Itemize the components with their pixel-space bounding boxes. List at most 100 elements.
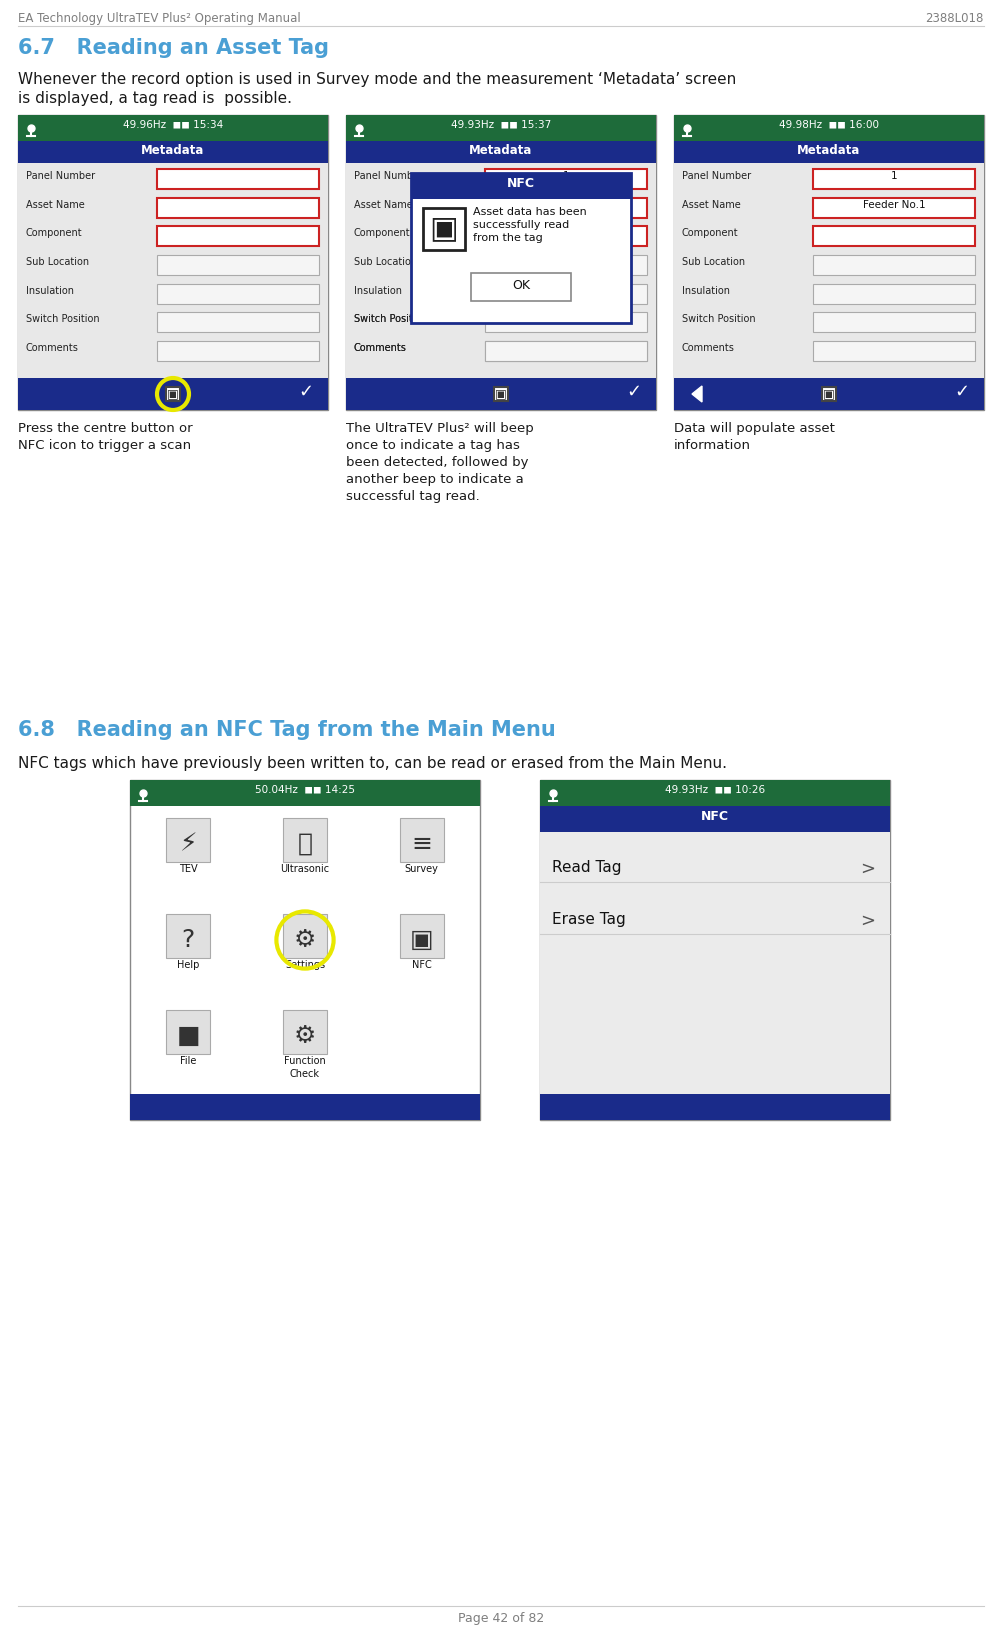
Text: Component: Component bbox=[26, 228, 82, 238]
Text: TEV: TEV bbox=[179, 863, 197, 873]
Bar bbox=[157, 341, 319, 361]
Bar bbox=[400, 818, 444, 862]
Text: ✓: ✓ bbox=[626, 384, 641, 401]
Bar bbox=[471, 273, 571, 300]
Bar bbox=[486, 284, 646, 304]
Text: Insulation: Insulation bbox=[26, 286, 74, 295]
Bar bbox=[18, 163, 328, 379]
Bar bbox=[494, 387, 508, 401]
Bar bbox=[814, 255, 975, 276]
Text: Help: Help bbox=[177, 960, 199, 969]
Text: ✓: ✓ bbox=[299, 384, 314, 401]
Text: Press the centre button or
NFC icon to trigger a scan: Press the centre button or NFC icon to t… bbox=[18, 423, 192, 452]
Bar bbox=[18, 140, 328, 163]
Bar bbox=[346, 114, 656, 140]
Text: 49.98Hz  ◼◼ 16:00: 49.98Hz ◼◼ 16:00 bbox=[779, 119, 879, 129]
Text: :  bbox=[298, 832, 313, 857]
Bar bbox=[157, 284, 319, 304]
Bar bbox=[486, 312, 646, 333]
Text: Settings: Settings bbox=[285, 960, 325, 969]
Bar bbox=[166, 818, 210, 862]
Text: 6.8   Reading an NFC Tag from the Main Menu: 6.8 Reading an NFC Tag from the Main Men… bbox=[18, 720, 556, 739]
Text: Sub Location: Sub Location bbox=[354, 256, 417, 268]
Text: Ultrasonic: Ultrasonic bbox=[281, 863, 330, 873]
Text: Data will populate asset
information: Data will populate asset information bbox=[674, 423, 835, 452]
Text: 49.93Hz  ◼◼ 10:26: 49.93Hz ◼◼ 10:26 bbox=[665, 783, 766, 795]
Bar bbox=[486, 197, 646, 217]
Bar bbox=[157, 197, 319, 217]
Text: Insulation: Insulation bbox=[354, 286, 402, 295]
Bar bbox=[411, 173, 631, 199]
Bar bbox=[130, 1093, 480, 1120]
Text: Panel Number: Panel Number bbox=[354, 171, 423, 181]
Bar bbox=[346, 379, 656, 410]
Text: ⚙: ⚙ bbox=[294, 1023, 317, 1048]
Text: NFC tags which have previously been written to, can be read or erased from the M: NFC tags which have previously been writ… bbox=[18, 756, 727, 770]
Text: Switch Position: Switch Position bbox=[354, 315, 428, 325]
Text: Switch Position: Switch Position bbox=[26, 315, 99, 325]
Text: Comments: Comments bbox=[682, 343, 734, 353]
Bar bbox=[814, 284, 975, 304]
Text: Comments: Comments bbox=[354, 343, 407, 353]
Bar bbox=[166, 1010, 210, 1054]
Text: Metadata: Metadata bbox=[469, 144, 533, 157]
Bar bbox=[157, 255, 319, 276]
Text: ⚙: ⚙ bbox=[294, 929, 317, 951]
Bar bbox=[674, 379, 984, 410]
Text: The UltraTEV Plus² will beep
once to indicate a tag has
been detected, followed : The UltraTEV Plus² will beep once to ind… bbox=[346, 423, 534, 503]
Text: OK: OK bbox=[512, 279, 530, 292]
Text: ■: ■ bbox=[176, 1023, 200, 1048]
Bar bbox=[283, 914, 327, 958]
Text: Panel Number: Panel Number bbox=[682, 171, 752, 181]
Text: Asset Name: Asset Name bbox=[354, 199, 413, 209]
Text: Erase Tag: Erase Tag bbox=[552, 912, 626, 927]
Text: Insulation: Insulation bbox=[682, 286, 730, 295]
Text: Panel Number: Panel Number bbox=[26, 171, 95, 181]
Bar bbox=[674, 114, 984, 140]
Bar bbox=[486, 255, 646, 276]
Text: ✓: ✓ bbox=[955, 384, 970, 401]
Polygon shape bbox=[692, 387, 702, 401]
Text: is displayed, a tag read is  possible.: is displayed, a tag read is possible. bbox=[18, 91, 292, 106]
Bar bbox=[283, 1010, 327, 1054]
Bar bbox=[157, 170, 319, 189]
Text: 1: 1 bbox=[891, 171, 898, 181]
Bar bbox=[400, 914, 444, 958]
Text: ▣: ▣ bbox=[167, 387, 179, 400]
Bar bbox=[486, 341, 646, 361]
Bar bbox=[166, 914, 210, 958]
Bar bbox=[157, 312, 319, 333]
Text: Asset Name: Asset Name bbox=[26, 199, 85, 209]
Text: ▣: ▣ bbox=[495, 387, 507, 400]
Text: 49.93Hz  ◼◼ 15:37: 49.93Hz ◼◼ 15:37 bbox=[451, 119, 551, 129]
Bar bbox=[814, 170, 975, 189]
Text: Read Tag: Read Tag bbox=[552, 860, 621, 875]
Text: NFC: NFC bbox=[412, 960, 432, 969]
Bar bbox=[18, 379, 328, 410]
Text: ⚡: ⚡ bbox=[179, 832, 197, 857]
Bar bbox=[814, 197, 975, 217]
Text: >: > bbox=[860, 860, 875, 878]
Text: NFC: NFC bbox=[701, 809, 729, 823]
Text: NFC: NFC bbox=[507, 176, 535, 189]
Bar bbox=[486, 227, 646, 246]
Bar bbox=[814, 227, 975, 246]
Bar bbox=[346, 140, 656, 163]
Text: Sub Location: Sub Location bbox=[682, 256, 745, 268]
Bar bbox=[130, 780, 480, 806]
Bar bbox=[814, 312, 975, 333]
Text: 50.04Hz  ◼◼ 14:25: 50.04Hz ◼◼ 14:25 bbox=[255, 783, 355, 795]
Text: Component: Component bbox=[682, 228, 738, 238]
Bar bbox=[411, 173, 631, 323]
Text: Metadata: Metadata bbox=[141, 144, 204, 157]
Bar bbox=[166, 387, 180, 401]
Text: 49.96Hz  ◼◼ 15:34: 49.96Hz ◼◼ 15:34 bbox=[123, 119, 223, 129]
Text: 6.7   Reading an Asset Tag: 6.7 Reading an Asset Tag bbox=[18, 38, 329, 59]
Text: Asset data has been
successfully read
from the tag: Asset data has been successfully read fr… bbox=[473, 207, 587, 243]
Text: Asset Name: Asset Name bbox=[682, 199, 740, 209]
Bar bbox=[346, 114, 656, 410]
Text: 2388L018: 2388L018 bbox=[926, 11, 984, 24]
Text: Survey: Survey bbox=[405, 863, 439, 873]
Text: EA Technology UltraTEV Plus² Operating Manual: EA Technology UltraTEV Plus² Operating M… bbox=[18, 11, 301, 24]
Text: Sub Location: Sub Location bbox=[26, 256, 89, 268]
